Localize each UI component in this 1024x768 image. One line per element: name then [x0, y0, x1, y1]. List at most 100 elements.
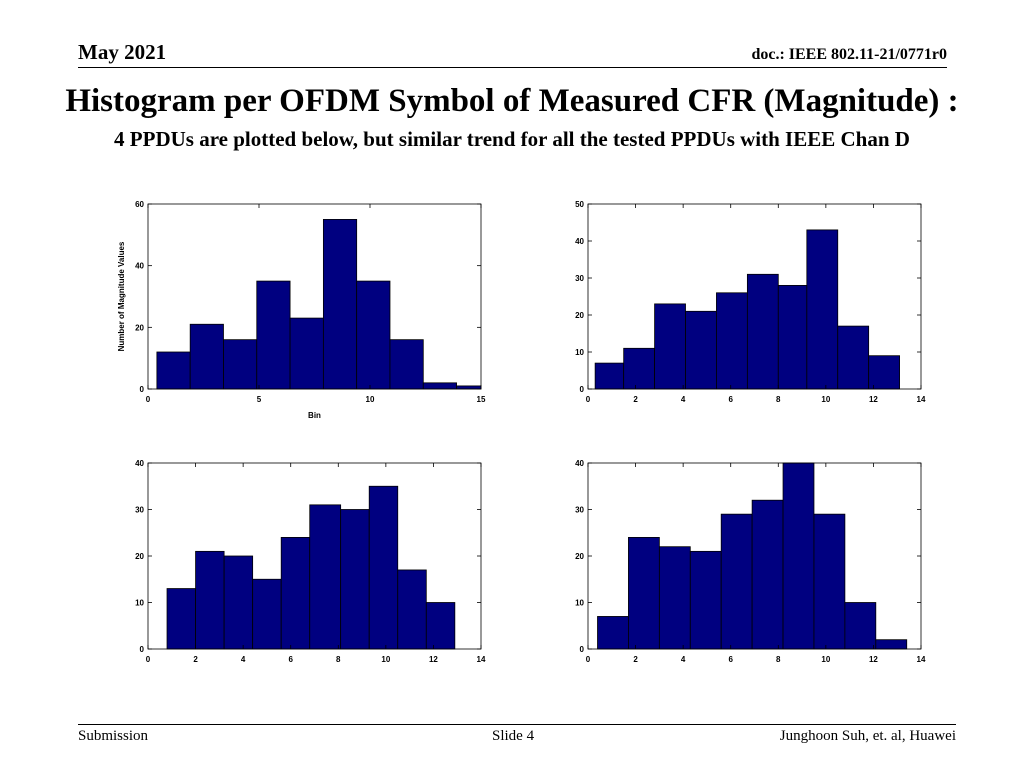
x-tick-label: 10: [381, 655, 390, 664]
histogram-bar: [289, 317, 324, 390]
x-tick-label: 12: [869, 395, 878, 404]
histogram-bar: [322, 219, 358, 390]
histogram-bar: [689, 550, 722, 650]
histogram-bar: [746, 273, 779, 390]
histogram-bar: [777, 284, 808, 390]
footer-rule: [78, 724, 956, 725]
histogram-bar: [716, 292, 748, 390]
histogram-bar: [751, 499, 784, 650]
histogram-bar: [156, 351, 191, 390]
histogram-bar: [837, 325, 870, 390]
y-tick-label: 40: [135, 262, 144, 271]
y-tick-label: 30: [135, 506, 144, 515]
y-tick-label: 10: [575, 599, 584, 608]
x-tick-label: 15: [477, 395, 486, 404]
x-tick-label: 4: [241, 655, 246, 664]
x-tick-label: 0: [586, 655, 591, 664]
x-tick-label: 12: [429, 655, 438, 664]
histogram-bar: [782, 462, 815, 650]
y-tick-label: 60: [135, 200, 144, 209]
x-tick-label: 2: [633, 395, 638, 404]
histogram-bar: [252, 578, 282, 650]
x-tick-label: 0: [586, 395, 591, 404]
histogram-4: 0 2 4 6 8 10 12 14 0 10 20 30 40: [575, 459, 926, 664]
histogram-3: 0 2 4 6 8 10 12 14 0 10 20 30 40: [135, 459, 486, 664]
footer-slide-number: Slide 4: [492, 728, 535, 744]
y-tick-label: 30: [575, 506, 584, 515]
histogram-bar: [280, 537, 311, 650]
header-rule: [78, 67, 947, 68]
x-tick-label: 10: [366, 395, 375, 404]
histogram-bar: [456, 385, 482, 390]
histogram-bar: [389, 339, 424, 390]
histogram-bar: [813, 513, 846, 650]
footer-submission: Submission: [78, 728, 149, 744]
x-tick-label: 14: [477, 655, 486, 664]
y-axis-label: Number of Magnitude Values: [117, 241, 126, 351]
x-tick-label: 8: [776, 395, 781, 404]
footer-authors: Junghoon Suh, et. al, Huawei: [779, 728, 956, 744]
histogram-bar: [368, 485, 399, 650]
y-tick-label: 20: [575, 552, 584, 561]
histogram-bar: [223, 339, 258, 390]
histogram-bar: [597, 616, 629, 650]
y-tick-label: 0: [140, 385, 145, 394]
histogram-bar: [309, 504, 342, 650]
x-tick-label: 8: [336, 655, 341, 664]
y-tick-label: 0: [580, 645, 585, 654]
histogram-bar: [594, 362, 625, 390]
histogram-bar: [658, 546, 691, 650]
histogram-2: 0 2 4 6 8 10 12 14 0 10 20 30 40 50: [575, 200, 926, 404]
x-tick-label: 8: [776, 655, 781, 664]
histogram-1: 0 5 10 15 0 20 40 60 Bin Number of Magnitude Valu…: [117, 200, 486, 420]
y-tick-label: 0: [580, 385, 585, 394]
y-tick-label: 10: [575, 348, 584, 357]
y-tick-label: 40: [575, 237, 584, 246]
histogram-bar: [628, 537, 660, 650]
histogram-bar: [844, 602, 877, 650]
histogram-bar: [685, 310, 717, 390]
histogram-bar: [356, 280, 391, 390]
histogram-bar: [806, 229, 839, 390]
x-tick-label: 14: [917, 655, 926, 664]
y-tick-label: 40: [135, 459, 144, 468]
histogram-bar: [223, 555, 254, 650]
x-tick-label: 4: [681, 395, 686, 404]
x-tick-label: 4: [681, 655, 686, 664]
slide-title: Histogram per OFDM Symbol of Measured CF…: [65, 83, 959, 119]
x-axis-label: Bin: [308, 411, 321, 420]
x-tick-label: 6: [728, 395, 733, 404]
histogram-bar: [422, 382, 457, 390]
plot-frame: [147, 203, 482, 390]
x-tick-label: 5: [257, 395, 262, 404]
y-tick-label: 0: [140, 645, 145, 654]
x-tick-label: 10: [821, 395, 830, 404]
x-tick-label: 2: [633, 655, 638, 664]
histogram-bar: [868, 355, 900, 390]
y-tick-label: 20: [135, 552, 144, 561]
histogram-bar: [875, 639, 908, 650]
histogram-bar: [623, 347, 656, 390]
plot-frame: [587, 203, 922, 390]
histogram-bar: [397, 569, 427, 650]
histogram-bar: [340, 509, 370, 650]
header-doc-id: doc.: IEEE 802.11-21/0771r0: [751, 46, 947, 63]
x-tick-label: 10: [821, 655, 830, 664]
y-tick-label: 30: [575, 274, 584, 283]
histogram-bar: [654, 303, 686, 390]
histogram-bar: [425, 602, 456, 650]
x-tick-label: 2: [193, 655, 198, 664]
y-tick-label: 20: [575, 311, 584, 320]
histogram-bar: [189, 323, 224, 390]
x-tick-label: 6: [288, 655, 293, 664]
y-tick-label: 40: [575, 459, 584, 468]
histogram-bar: [195, 550, 225, 650]
y-tick-label: 10: [135, 599, 144, 608]
slide-subtitle: 4 PPDUs are plotted below, but similar t…: [114, 127, 910, 151]
histogram-bar: [720, 513, 753, 650]
x-tick-label: 12: [869, 655, 878, 664]
x-tick-label: 14: [917, 395, 926, 404]
x-tick-label: 0: [146, 395, 151, 404]
x-tick-label: 6: [728, 655, 733, 664]
